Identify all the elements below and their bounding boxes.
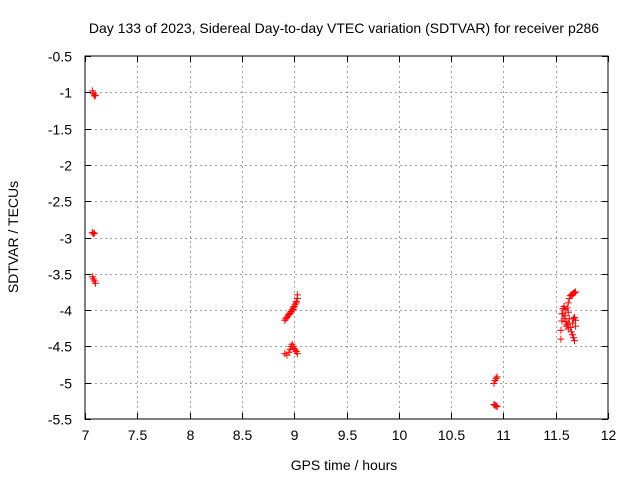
y-tick-label: -5 xyxy=(60,376,73,392)
data-point-plus-marker xyxy=(562,322,570,330)
data-point-plus-marker xyxy=(90,229,98,237)
x-tick-label: 8 xyxy=(187,427,195,443)
data-point-plus-marker xyxy=(564,308,572,316)
data-point-plus-marker xyxy=(568,331,576,339)
x-tick-label: 10 xyxy=(392,427,408,443)
data-point-plus-marker xyxy=(572,322,580,330)
x-tick-label: 9 xyxy=(291,427,299,443)
chart-title: Day 133 of 2023, Sidereal Day-to-day VTE… xyxy=(89,20,599,36)
y-axis-label: SDTVAR / TECUs xyxy=(5,181,21,293)
data-point-plus-marker xyxy=(493,403,501,411)
y-tick-label: -3 xyxy=(60,231,73,247)
x-tick-label: 11.5 xyxy=(543,427,569,443)
data-point-plus-marker xyxy=(572,288,580,296)
y-tick-label: -5.5 xyxy=(48,412,72,428)
data-point-plus-marker xyxy=(291,346,299,354)
data-point-plus-marker xyxy=(571,337,579,345)
data-point-plus-marker xyxy=(565,294,573,302)
data-point-plus-marker xyxy=(557,326,565,334)
data-point-plus-marker xyxy=(291,300,299,308)
grid xyxy=(85,56,608,419)
data-point-plus-marker xyxy=(563,304,571,312)
plot-frame xyxy=(84,55,609,420)
data-point-plus-marker xyxy=(560,315,568,323)
data-point-plus-marker xyxy=(289,305,297,313)
data-point-plus-marker xyxy=(559,310,567,318)
data-point-plus-marker xyxy=(91,91,99,99)
data-point-plus-marker xyxy=(571,289,579,297)
data-point-plus-marker xyxy=(292,299,300,307)
y-tick-label: -3.5 xyxy=(48,267,72,283)
y-tick-label: -1.5 xyxy=(48,122,72,138)
data-point-plus-marker xyxy=(91,279,99,287)
y-tick-label: -2.5 xyxy=(48,194,72,210)
data-point-plus-marker xyxy=(560,302,568,310)
data-point-plus-marker xyxy=(88,87,96,95)
data-point-plus-marker xyxy=(493,373,501,381)
x-tick-label: 12 xyxy=(601,427,617,443)
x-tick-label: 9.5 xyxy=(338,427,358,443)
data-point-plus-marker xyxy=(563,321,571,329)
data-point-plus-marker xyxy=(285,348,293,356)
y-tick-label: -4 xyxy=(60,303,73,319)
data-point-plus-marker xyxy=(492,374,500,382)
data-point-plus-marker xyxy=(286,345,294,353)
data-point-plus-marker xyxy=(293,291,301,299)
data-point-plus-marker xyxy=(293,350,301,358)
y-tick-label: -1 xyxy=(60,85,73,101)
x-tick-label: 7.5 xyxy=(128,427,148,443)
data-point-plus-marker xyxy=(564,299,572,307)
data-point-plus-marker xyxy=(286,310,294,318)
data-point-plus-marker xyxy=(89,230,97,238)
x-tick-label: 10.5 xyxy=(438,427,465,443)
data-point-plus-marker xyxy=(567,328,575,336)
data-point-plus-marker xyxy=(492,402,500,410)
y-tick-label: -2 xyxy=(60,158,73,174)
x-tick-label: 11 xyxy=(496,427,511,443)
y-tick-label: -0.5 xyxy=(48,49,72,65)
x-tick-label: 7 xyxy=(82,427,90,443)
data-point-plus-marker xyxy=(569,334,577,342)
data-point-plus-marker xyxy=(557,335,565,343)
axis-ticks: 7 7.5 8 8.5 9 9.5 10 10.5 11 11.5 12 -0.5 -1 -1.5 -2 -2… xyxy=(48,49,617,444)
y-tick-label: -4.5 xyxy=(48,339,72,355)
data-point-plus-marker xyxy=(90,92,98,100)
data-point-plus-marker xyxy=(490,379,498,387)
data-point-plus-marker xyxy=(568,319,576,327)
data-point-plus-marker xyxy=(571,313,579,321)
data-points xyxy=(88,87,580,411)
x-axis-label: GPS time / hours xyxy=(291,457,398,473)
x-tick-label: 8.5 xyxy=(233,427,253,443)
